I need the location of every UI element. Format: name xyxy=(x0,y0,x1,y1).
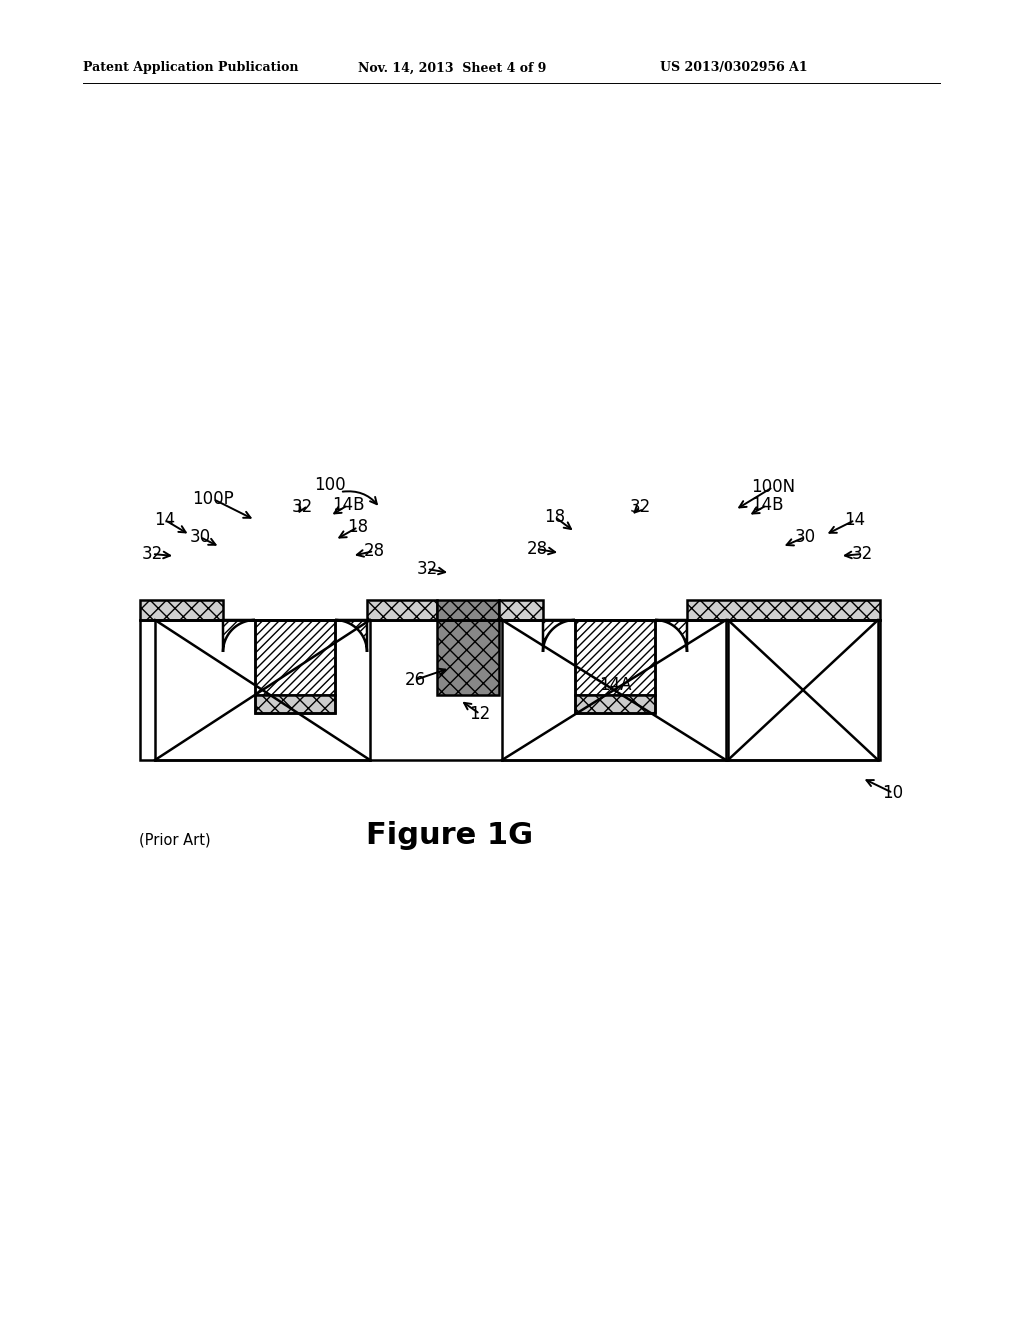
Text: 14: 14 xyxy=(155,511,175,529)
Bar xyxy=(367,601,437,620)
Bar xyxy=(255,620,335,696)
Bar xyxy=(687,601,880,620)
Text: Nov. 14, 2013  Sheet 4 of 9: Nov. 14, 2013 Sheet 4 of 9 xyxy=(358,62,547,74)
Text: 28: 28 xyxy=(526,540,548,558)
Text: 100: 100 xyxy=(314,477,346,494)
Bar xyxy=(255,620,335,713)
Bar xyxy=(575,620,655,696)
Text: 14: 14 xyxy=(845,511,865,529)
Text: 32: 32 xyxy=(292,498,312,516)
Text: 12: 12 xyxy=(469,705,490,723)
Text: 32: 32 xyxy=(417,560,437,578)
Polygon shape xyxy=(223,620,255,652)
Text: 100N: 100N xyxy=(751,478,795,496)
Text: Patent Application Publication: Patent Application Publication xyxy=(83,62,299,74)
Bar xyxy=(437,601,499,620)
Text: 28: 28 xyxy=(364,543,385,560)
Text: 14B: 14B xyxy=(751,496,783,513)
Text: 26: 26 xyxy=(404,671,426,689)
Bar xyxy=(575,620,655,713)
Text: 18: 18 xyxy=(545,508,565,525)
Polygon shape xyxy=(335,620,367,652)
Text: Figure 1G: Figure 1G xyxy=(367,821,534,850)
Polygon shape xyxy=(655,620,687,652)
Bar xyxy=(140,620,880,760)
Text: 30: 30 xyxy=(795,528,815,546)
Text: 32: 32 xyxy=(851,545,872,564)
Text: 10: 10 xyxy=(883,784,903,803)
Text: 14A: 14A xyxy=(599,676,631,694)
Text: 32: 32 xyxy=(141,545,163,564)
Bar xyxy=(499,601,543,620)
Text: 32: 32 xyxy=(630,498,650,516)
Bar xyxy=(575,696,655,713)
Text: (Prior Art): (Prior Art) xyxy=(139,833,211,847)
Bar xyxy=(140,601,223,620)
Polygon shape xyxy=(543,620,575,652)
Bar xyxy=(255,696,335,713)
Text: 14B: 14B xyxy=(332,496,365,513)
Text: 30: 30 xyxy=(189,528,211,546)
Bar xyxy=(437,620,499,696)
Text: 100P: 100P xyxy=(193,490,233,508)
Text: US 2013/0302956 A1: US 2013/0302956 A1 xyxy=(660,62,808,74)
Text: 18: 18 xyxy=(347,517,369,536)
